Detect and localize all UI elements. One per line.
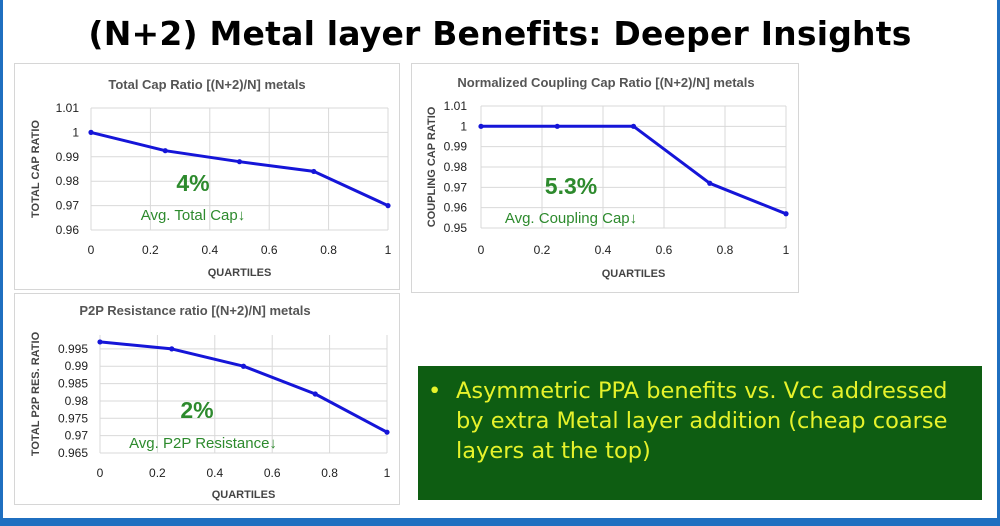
y-tick-label: 0.99 [56,150,80,164]
y-axis-label: COUPLING CAP RATIO [426,106,438,227]
data-point [97,339,103,345]
chart-title: Normalized Coupling Cap Ratio [(N+2)/N] … [457,75,754,90]
data-point [169,346,175,352]
data-point [630,123,637,129]
y-tick-label: 1.01 [444,99,468,113]
y-tick-label: 0.97 [65,429,89,443]
annotation-percent: 2% [180,397,213,423]
y-tick-label: 0.99 [444,140,468,154]
x-tick-label: 0.4 [201,243,218,257]
data-point [707,180,713,186]
p2p-resistance-chart: P2P Resistance ratio [(N+2)/N] metals 0.9… [30,303,391,501]
chart-title: P2P Resistance ratio [(N+2)/N] metals [79,303,310,318]
data-point [236,159,243,165]
data-point [312,391,318,397]
callout-box: • Asymmetric PPA benefits vs. Vcc addres… [418,366,982,500]
y-tick-label: 0.98 [444,160,468,174]
x-tick-label: 0.8 [320,243,337,257]
y-axis-label: TOTAL CAP RATIO [30,120,42,218]
y-tick-label: 0.975 [58,411,88,425]
x-tick-label: 1 [783,243,790,257]
chart-panel-total-cap: Total Cap Ratio [(N+2)/N] metals 0.96 0.97… [14,63,400,290]
annotation-label: Avg. P2P Resistance↓ [129,435,277,452]
y-tick-label: 0.97 [56,199,80,213]
y-tick-label: 0.965 [58,446,88,460]
series-line [481,124,787,216]
x-tick-label: 0.8 [321,466,338,480]
y-tick-label: 1 [72,125,79,139]
y-tick-label: 0.95 [444,221,468,235]
annotation-label: Avg. Coupling Cap↓ [505,210,637,227]
x-tick-label: 0 [97,466,104,480]
x-axis-label: QUARTILES [212,489,276,501]
callout-bullet: • [428,378,442,404]
annotation-percent: 4% [176,170,209,196]
y-tick-label: 0.96 [444,201,468,215]
x-axis-label: QUARTILES [208,267,272,279]
slide-title: (N+2) Metal layer Benefits: Deeper Insig… [88,14,912,53]
x-tick-label: 0.6 [656,243,673,257]
data-point [783,211,789,217]
data-point [88,129,94,135]
data-point [240,363,247,369]
annotation-percent: 5.3% [545,173,597,199]
x-tick-label: 0.2 [142,243,159,257]
y-tick-label: 0.98 [56,174,80,188]
x-tick-label: 1 [384,466,391,480]
data-point [554,123,560,129]
y-tick-label: 0.98 [65,394,89,408]
x-axis-label: QUARTILES [602,268,666,280]
x-tick-label: 0.6 [261,243,278,257]
data-point [478,123,484,129]
series-line [90,130,389,207]
chart-panel-coupling-cap: Normalized Coupling Cap Ratio [(N+2)/N] … [411,63,799,293]
x-tick-label: 0.6 [264,466,281,480]
x-tick-label: 0.4 [595,243,612,257]
y-tick-label: 1 [460,119,467,133]
x-tick-label: 0.2 [534,243,551,257]
x-tick-label: 1 [385,243,392,257]
y-tick-label: 0.995 [58,342,88,356]
total-cap-chart: Total Cap Ratio [(N+2)/N] metals 0.96 0.97… [30,77,392,279]
x-tick-label: 0.4 [206,466,223,480]
coupling-cap-chart: Normalized Coupling Cap Ratio [(N+2)/N] … [426,75,790,280]
y-tick-label: 0.985 [58,377,88,391]
x-tick-label: 0 [88,243,95,257]
y-tick-label: 0.97 [444,180,468,194]
chart-panel-p2p-resistance: P2P Resistance ratio [(N+2)/N] metals 0.9… [14,293,400,505]
data-point [384,429,390,435]
x-tick-label: 0.8 [717,243,734,257]
callout-text: Asymmetric PPA benefits vs. Vcc addresse… [456,378,948,464]
x-tick-label: 0.2 [149,466,166,480]
data-point [162,148,168,154]
y-tick-label: 0.96 [56,223,80,237]
chart-title: Total Cap Ratio [(N+2)/N] metals [108,77,305,92]
y-axis-label: TOTAL P2P RES. RATIO [30,331,42,456]
y-tick-label: 1.01 [56,101,80,115]
annotation-label: Avg. Total Cap↓ [141,207,246,224]
y-tick-label: 0.99 [65,359,89,373]
data-point [385,203,391,209]
data-point [311,168,317,175]
x-tick-label: 0 [478,243,485,257]
